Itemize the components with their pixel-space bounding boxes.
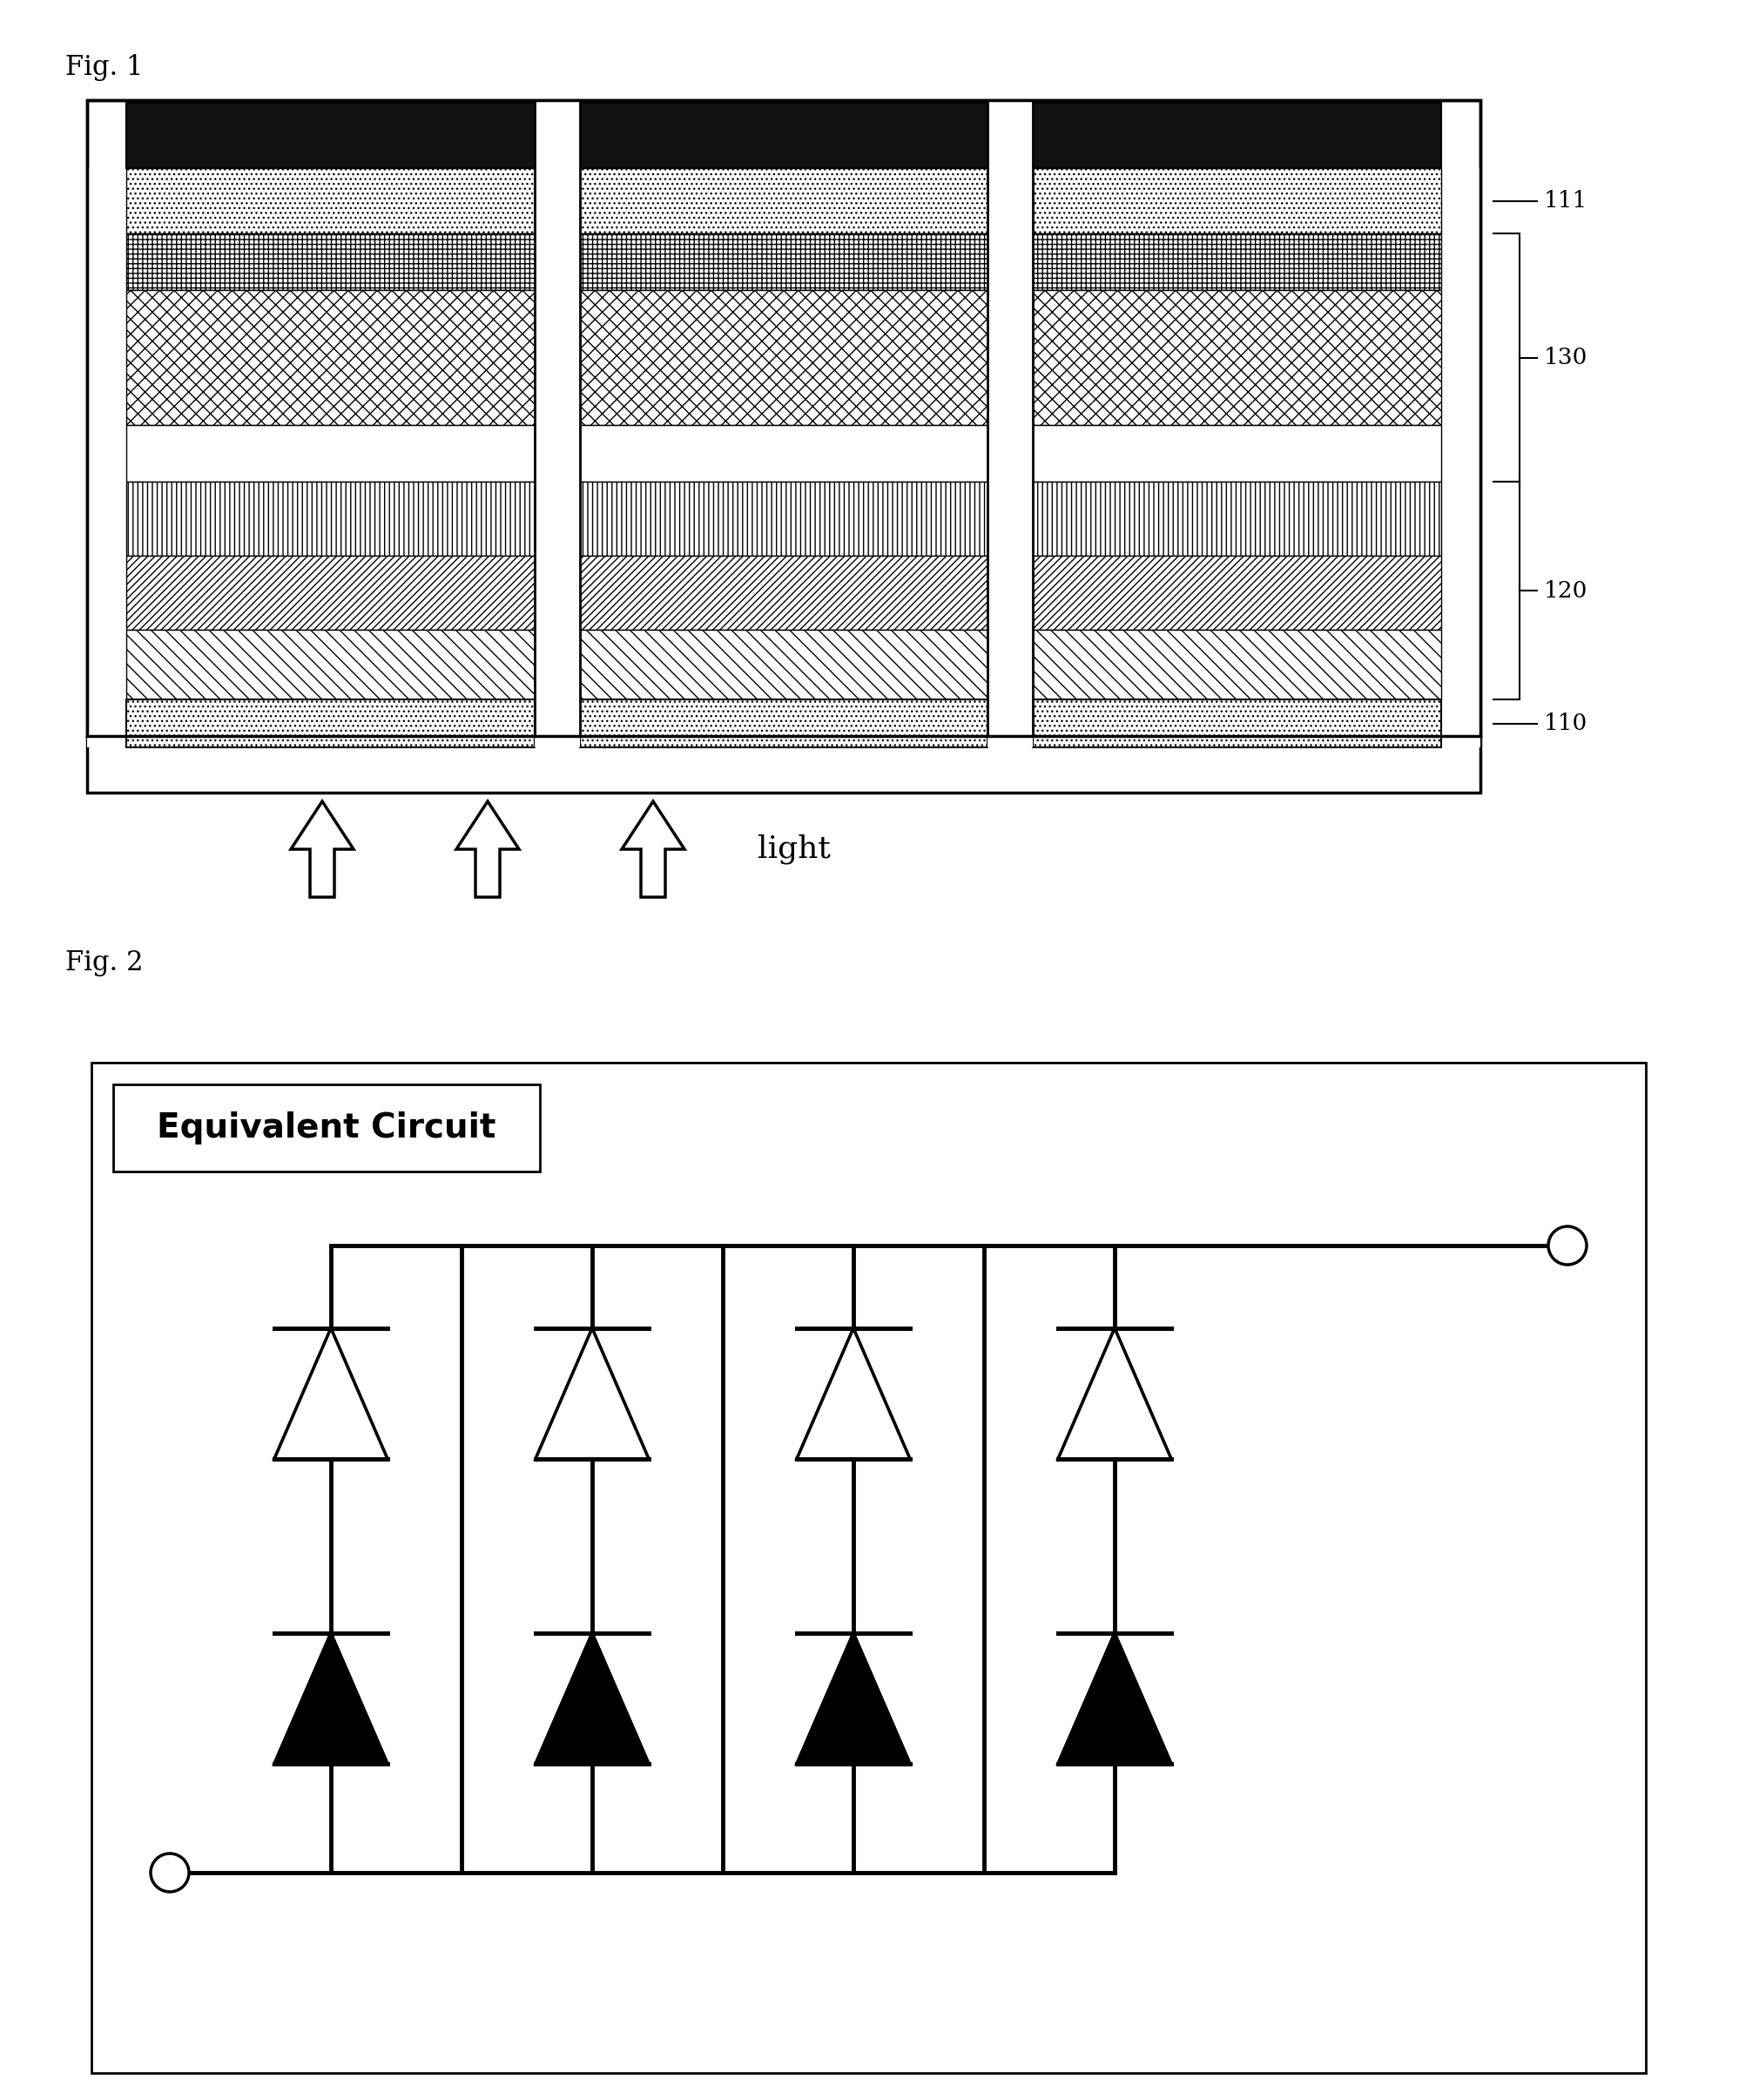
Bar — [127, 481, 534, 557]
Bar — [579, 233, 988, 290]
Bar — [127, 168, 534, 233]
Bar — [534, 168, 579, 748]
Polygon shape — [456, 802, 518, 897]
Text: 120: 120 — [1544, 580, 1588, 601]
Polygon shape — [536, 1329, 649, 1460]
Polygon shape — [275, 1329, 388, 1460]
Polygon shape — [275, 1329, 388, 1460]
Bar — [1033, 233, 1442, 290]
Bar — [127, 699, 534, 748]
Circle shape — [1548, 1226, 1586, 1264]
Bar — [579, 290, 988, 424]
Bar — [579, 103, 988, 168]
Bar — [1033, 699, 1442, 748]
Bar — [87, 168, 127, 748]
Bar — [127, 233, 534, 290]
Bar — [1033, 557, 1442, 630]
Polygon shape — [796, 1329, 909, 1460]
Polygon shape — [536, 1634, 649, 1764]
Bar — [579, 168, 988, 233]
Bar — [113, 1084, 539, 1172]
Bar — [579, 557, 988, 630]
Text: 130: 130 — [1544, 346, 1588, 367]
Circle shape — [151, 1854, 190, 1892]
Bar — [1033, 630, 1442, 699]
Bar — [1033, 290, 1442, 424]
Bar — [988, 101, 1033, 735]
Bar — [127, 290, 534, 424]
Text: 110: 110 — [1544, 712, 1588, 735]
Bar — [127, 424, 534, 481]
Bar — [534, 101, 579, 735]
Bar — [87, 735, 1480, 792]
Bar — [1033, 103, 1442, 168]
Text: 111: 111 — [1544, 189, 1588, 212]
Polygon shape — [536, 1329, 649, 1460]
Polygon shape — [275, 1634, 388, 1764]
Polygon shape — [1057, 1329, 1172, 1460]
Polygon shape — [796, 1634, 909, 1764]
Text: light: light — [758, 834, 831, 865]
Bar — [87, 101, 1480, 735]
Bar — [1442, 168, 1480, 748]
Polygon shape — [623, 802, 685, 897]
Bar — [87, 101, 1480, 735]
Bar — [92, 1063, 1645, 2073]
Bar — [1033, 481, 1442, 557]
Polygon shape — [1057, 1634, 1172, 1764]
Bar — [127, 630, 534, 699]
Bar — [988, 168, 1033, 748]
Text: Equivalent Circuit: Equivalent Circuit — [157, 1111, 496, 1145]
Bar — [579, 699, 988, 748]
Polygon shape — [1057, 1634, 1172, 1764]
Text: Fig. 2: Fig. 2 — [66, 949, 143, 976]
Bar — [1033, 168, 1442, 233]
Polygon shape — [536, 1634, 649, 1764]
Bar — [579, 481, 988, 557]
Bar — [127, 557, 534, 630]
Polygon shape — [796, 1634, 909, 1764]
Polygon shape — [275, 1634, 388, 1764]
Bar — [579, 424, 988, 481]
Bar — [1033, 424, 1442, 481]
Bar — [127, 103, 534, 168]
Polygon shape — [1057, 1329, 1172, 1460]
Polygon shape — [796, 1329, 909, 1460]
Text: Fig. 1: Fig. 1 — [66, 55, 143, 82]
Polygon shape — [290, 802, 353, 897]
Bar — [579, 630, 988, 699]
